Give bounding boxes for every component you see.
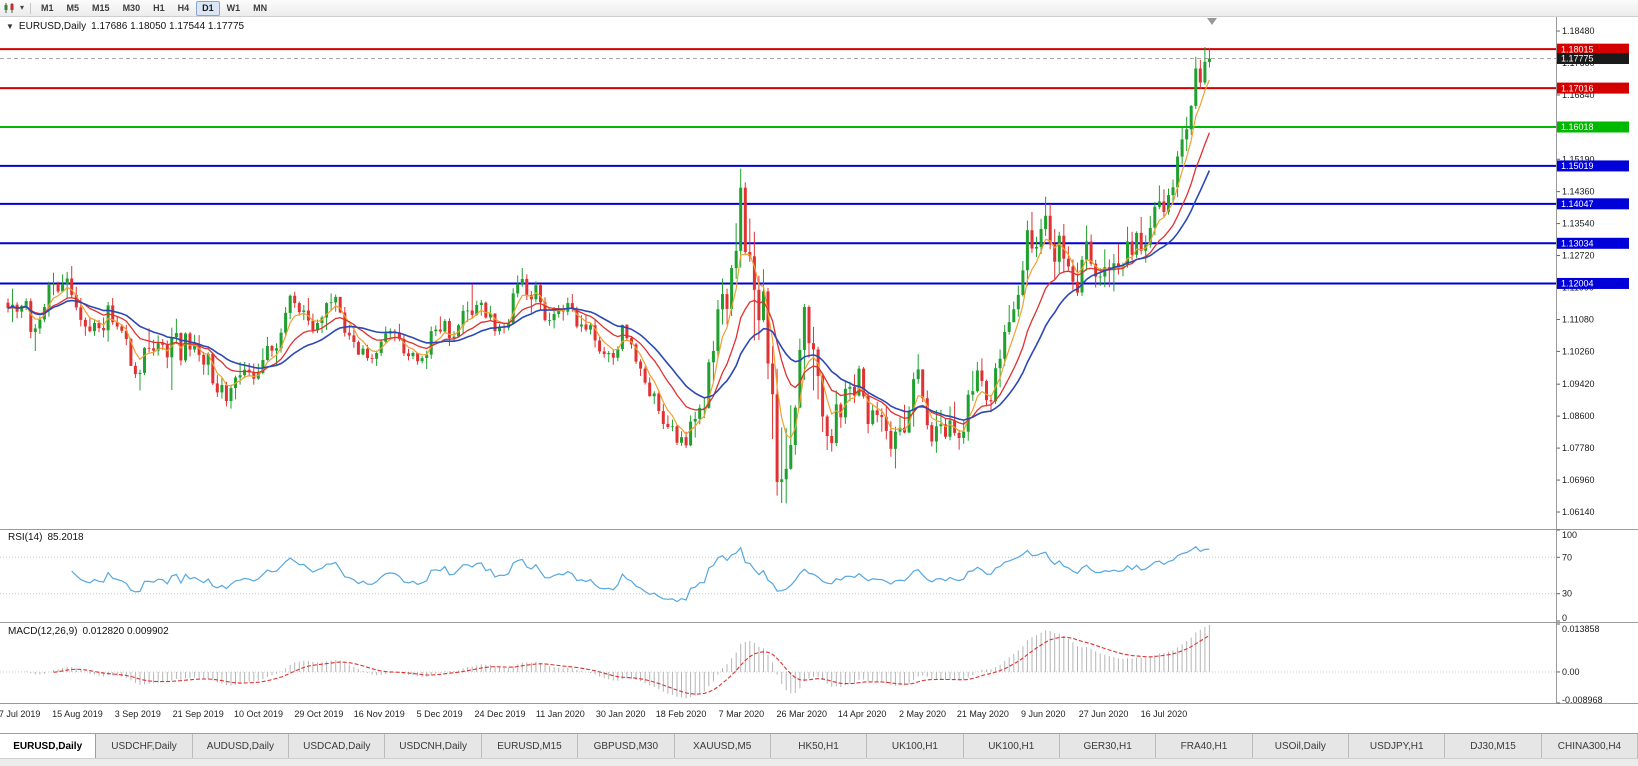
svg-text:1.10260: 1.10260 <box>1562 346 1595 356</box>
svg-text:70: 70 <box>1562 552 1572 562</box>
price-chart[interactable]: 1.184801.176601.168401.160201.151901.143… <box>0 17 1638 733</box>
svg-text:1.13034: 1.13034 <box>1561 239 1594 249</box>
svg-text:1.06960: 1.06960 <box>1562 475 1595 485</box>
svg-text:1.17775: 1.17775 <box>1561 54 1594 64</box>
chart-shift-marker <box>1207 18 1217 25</box>
timeframe-button-h4[interactable]: H4 <box>177 2 190 13</box>
tab-fra40-h1[interactable]: FRA40,H1 <box>1156 734 1253 758</box>
candlesticks <box>6 47 1211 504</box>
svg-text:1.15190: 1.15190 <box>1562 154 1595 164</box>
timeframe-toolbar: ▾ M1 M5 M15 M30 H1 H4 D1 W1 MN <box>0 0 1638 17</box>
tab-uk100-h1[interactable]: UK100,H1 <box>963 734 1060 758</box>
svg-text:30 Jan 2020: 30 Jan 2020 <box>596 709 646 719</box>
svg-text:15 Aug 2019: 15 Aug 2019 <box>52 709 103 719</box>
svg-text:1.14047: 1.14047 <box>1561 199 1594 209</box>
svg-text:1.09420: 1.09420 <box>1562 379 1595 389</box>
chart-type-icon[interactable] <box>3 2 17 14</box>
svg-text:1.14360: 1.14360 <box>1562 187 1595 197</box>
tab-eurusd-daily[interactable]: EURUSD,Daily <box>0 734 97 758</box>
svg-text:2 May 2020: 2 May 2020 <box>899 709 946 719</box>
tab-xauusd-m5[interactable]: XAUUSD,M5 <box>674 734 771 758</box>
svg-text:1.16840: 1.16840 <box>1562 90 1595 100</box>
svg-text:29 Oct 2019: 29 Oct 2019 <box>294 709 343 719</box>
svg-text:1.15019: 1.15019 <box>1561 161 1594 171</box>
svg-text:100: 100 <box>1562 530 1577 540</box>
svg-text:21 May 2020: 21 May 2020 <box>957 709 1009 719</box>
timeframe-buttons: M1 M5 M15 M30 H1 H4 D1 W1 MN <box>35 0 273 16</box>
svg-text:5 Dec 2019: 5 Dec 2019 <box>417 709 463 719</box>
svg-text:10 Oct 2019: 10 Oct 2019 <box>234 709 283 719</box>
svg-text:30: 30 <box>1562 589 1572 599</box>
svg-text:1.18480: 1.18480 <box>1562 26 1595 36</box>
svg-text:1.18015: 1.18015 <box>1561 44 1594 54</box>
timeframe-button-w1[interactable]: W1 <box>226 2 241 13</box>
svg-text:0: 0 <box>1562 613 1567 623</box>
timeframe-button-h1[interactable]: H1 <box>153 2 165 13</box>
tab-audusd-daily[interactable]: AUDUSD,Daily <box>192 734 290 758</box>
timeframe-button-m30[interactable]: M30 <box>122 2 141 13</box>
svg-text:1.08600: 1.08600 <box>1562 411 1595 421</box>
svg-text:1.07780: 1.07780 <box>1562 443 1595 453</box>
svg-text:9 Jun 2020: 9 Jun 2020 <box>1021 709 1066 719</box>
svg-text:18 Feb 2020: 18 Feb 2020 <box>656 709 707 719</box>
timeframe-button-m15[interactable]: M15 <box>92 2 110 13</box>
chart-tabs: EURUSD,Daily USDCHF,Daily AUDUSD,Daily USDC… <box>0 733 1638 758</box>
main-price-panel <box>0 47 1556 504</box>
tab-usdjpy-h1[interactable]: USDJPY,H1 <box>1349 734 1446 758</box>
tab-usdcnh-daily[interactable]: USDCNH,Daily <box>385 734 482 758</box>
timeframe-button-mn[interactable]: MN <box>253 2 268 13</box>
tab-dj30-m15[interactable]: DJ30,M15 <box>1445 734 1542 758</box>
svg-text:26 Mar 2020: 26 Mar 2020 <box>777 709 828 719</box>
dropdown-caret-icon[interactable]: ▾ <box>20 3 25 12</box>
svg-text:1.06140: 1.06140 <box>1562 507 1595 517</box>
tab-china300-h4[interactable]: CHINA300,H4 <box>1541 734 1638 758</box>
tab-hk50-h1[interactable]: HK50,H1 <box>770 734 868 758</box>
svg-text:11 Jan 2020: 11 Jan 2020 <box>536 709 585 719</box>
chart-panel: 1.184801.176601.168401.160201.151901.143… <box>0 17 1638 733</box>
tab-uk100-h1[interactable]: UK100,H1 <box>867 734 964 758</box>
svg-text:1.12004: 1.12004 <box>1561 279 1594 289</box>
svg-text:24 Dec 2019: 24 Dec 2019 <box>474 709 525 719</box>
svg-text:27 Jul 2019: 27 Jul 2019 <box>0 709 40 719</box>
timeframe-button-m1[interactable]: M1 <box>41 2 54 13</box>
tab-usdchf-daily[interactable]: USDCHF,Daily <box>96 734 193 758</box>
bottom-strip <box>0 758 1638 766</box>
tab-usoil-daily[interactable]: USOil,Daily <box>1252 734 1350 758</box>
svg-text:1.13540: 1.13540 <box>1562 219 1595 229</box>
svg-text:7 Mar 2020: 7 Mar 2020 <box>719 709 765 719</box>
svg-text:1.16018: 1.16018 <box>1561 122 1594 132</box>
timeframe-button-m5[interactable]: M5 <box>66 2 80 13</box>
svg-text:1.11080: 1.11080 <box>1562 314 1594 324</box>
tab-usdcad-daily[interactable]: USDCAD,Daily <box>289 734 386 758</box>
svg-text:3 Sep 2019: 3 Sep 2019 <box>115 709 161 719</box>
rsi-panel <box>0 546 1556 603</box>
tab-eurusd-m15[interactable]: EURUSD,M15 <box>481 734 579 758</box>
svg-text:1.17016: 1.17016 <box>1561 83 1594 93</box>
axes-layer: 1.184801.176601.168401.160201.151901.143… <box>0 17 1638 719</box>
svg-text:0.013858: 0.013858 <box>1562 624 1600 634</box>
svg-text:-0.008968: -0.008968 <box>1562 695 1603 705</box>
svg-text:27 Jun 2020: 27 Jun 2020 <box>1079 709 1129 719</box>
tab-ger30-h1[interactable]: GER30,H1 <box>1059 734 1157 758</box>
svg-text:14 Apr 2020: 14 Apr 2020 <box>838 709 887 719</box>
macd-panel <box>0 624 1556 699</box>
svg-text:1.12720: 1.12720 <box>1562 251 1595 261</box>
toolbar-separator <box>30 2 32 14</box>
collapse-arrow-icon[interactable]: ▼ <box>6 22 14 31</box>
svg-text:16 Nov 2019: 16 Nov 2019 <box>354 709 405 719</box>
svg-text:21 Sep 2019: 21 Sep 2019 <box>173 709 224 719</box>
svg-text:0.00: 0.00 <box>1562 667 1580 677</box>
timeframe-button-d1[interactable]: D1 <box>196 0 220 16</box>
tab-gbpusd-m30[interactable]: GBPUSD,M30 <box>578 734 675 758</box>
svg-text:16 Jul 2020: 16 Jul 2020 <box>1141 709 1188 719</box>
